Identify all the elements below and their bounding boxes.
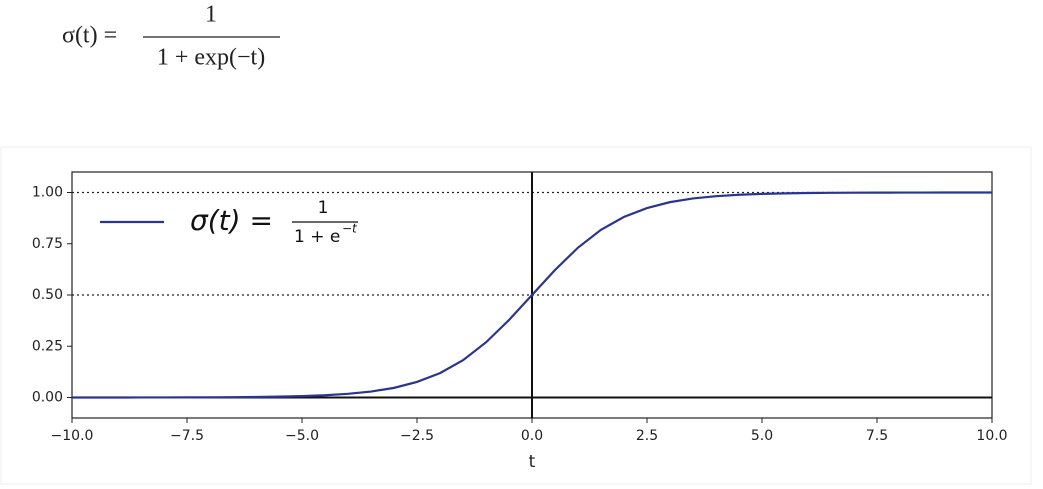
- series-line: [71, 191, 993, 399]
- y-tick-label: 0.75: [32, 236, 63, 252]
- x-tick-label: 10.0: [976, 428, 1007, 444]
- y-tick-label: 0.00: [32, 390, 63, 406]
- formula-lhs: σ(t) =: [62, 23, 117, 49]
- x-tick-label: −7.5: [170, 428, 204, 444]
- legend-denominator: 1 + e: [294, 227, 340, 247]
- x-tick-label: −2.5: [400, 428, 434, 444]
- formula: σ(t) = 1 1 + exp(−t): [62, 2, 280, 71]
- x-tick-label: 2.5: [636, 428, 658, 444]
- y-tick-label: 0.50: [32, 287, 63, 303]
- x-tick-label: 0.0: [521, 428, 543, 444]
- x-tick-label: −5.0: [285, 428, 319, 444]
- x-tick-label: 7.5: [866, 428, 888, 444]
- y-tick-label: 1.00: [32, 185, 63, 201]
- x-tick-label: 5.0: [751, 428, 773, 444]
- legend-exponent: −t: [342, 222, 358, 236]
- formula-numerator: 1: [205, 2, 217, 28]
- plot: 0.00 0.25 0.50 0.75 1.00 −10.0 −7.5 −5.0 −2.5 0.0…: [32, 171, 1008, 472]
- legend-lhs: σ(t) =: [190, 204, 273, 237]
- figure-frame: [0, 146, 1032, 485]
- legend-numerator: 1: [318, 198, 329, 218]
- x-tick-label: −10.0: [51, 428, 94, 444]
- formula-denominator: 1 + exp(−t): [157, 45, 265, 71]
- x-axis-label: t: [529, 452, 536, 472]
- y-tick-label: 0.25: [32, 338, 63, 354]
